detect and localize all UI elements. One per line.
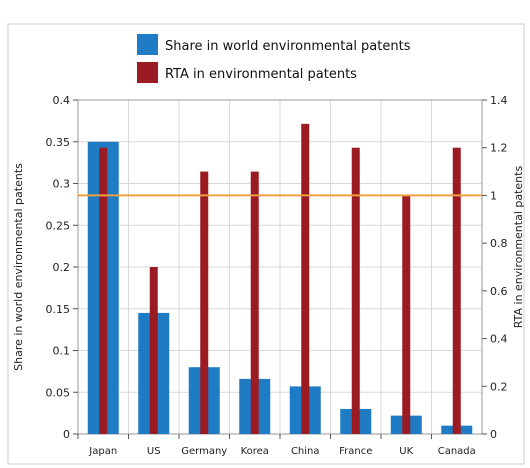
- bar-rta-china: [301, 123, 310, 434]
- bar-rta-japan: [99, 147, 108, 434]
- y-axis-tick-label: 0.15: [46, 303, 71, 316]
- x-axis-category-label: China: [291, 446, 320, 457]
- y-axis-tick-label: 0.1: [53, 345, 71, 358]
- y2-axis-tick-label: 0: [490, 428, 497, 441]
- y2-axis-tick-label: 1.4: [490, 94, 508, 107]
- bar-rta-canada: [452, 147, 461, 434]
- x-axis-category-label: Korea: [241, 446, 269, 457]
- y2-axis-tick-label: 0.2: [490, 380, 508, 393]
- y2-axis-tick-label: 1: [490, 189, 497, 202]
- legend-swatch-share: [137, 34, 158, 55]
- y2-axis-tick-label: 0.8: [490, 237, 508, 250]
- bar-rta-uk: [402, 195, 411, 434]
- y-axis-tick-label: 0.25: [46, 219, 71, 232]
- y2-axis-tick-label: 0.4: [490, 333, 508, 346]
- chart-frame: [7, 23, 525, 465]
- y-axis-tick-label: 0.2: [53, 261, 71, 274]
- y-axis-tick-label: 0: [63, 428, 70, 441]
- x-axis-category-label: Canada: [438, 446, 476, 457]
- bar-rta-germany: [200, 171, 209, 435]
- y2-axis-tick-label: 1.2: [490, 142, 508, 155]
- legend-label-share: Share in world environmental patents: [165, 39, 411, 54]
- y-axis-tick-label: 0.4: [53, 94, 71, 107]
- x-axis-category-label: Germany: [181, 446, 227, 457]
- legend-label-rta: RTA in environmental patents: [165, 67, 357, 82]
- bar-rta-france: [351, 147, 360, 434]
- y-axis-tick-label: 0.05: [46, 386, 71, 399]
- x-axis-category-label: UK: [399, 446, 413, 457]
- y-axis-tick-label: 0.35: [46, 136, 71, 149]
- legend-swatch-rta: [137, 62, 158, 83]
- y2-axis-tick-label: 0.6: [490, 285, 508, 298]
- x-axis-category-label: US: [147, 446, 161, 457]
- y-axis-tick-label: 0.3: [53, 178, 71, 191]
- x-axis-category-label: Japan: [88, 446, 117, 457]
- y-axis-title: Share in world environmental patents: [12, 163, 25, 371]
- bar-rta-us: [149, 267, 158, 434]
- x-axis-category-label: France: [339, 446, 372, 457]
- y2-axis-title: RTA in environmental patents: [512, 166, 525, 329]
- bar-rta-korea: [250, 171, 259, 435]
